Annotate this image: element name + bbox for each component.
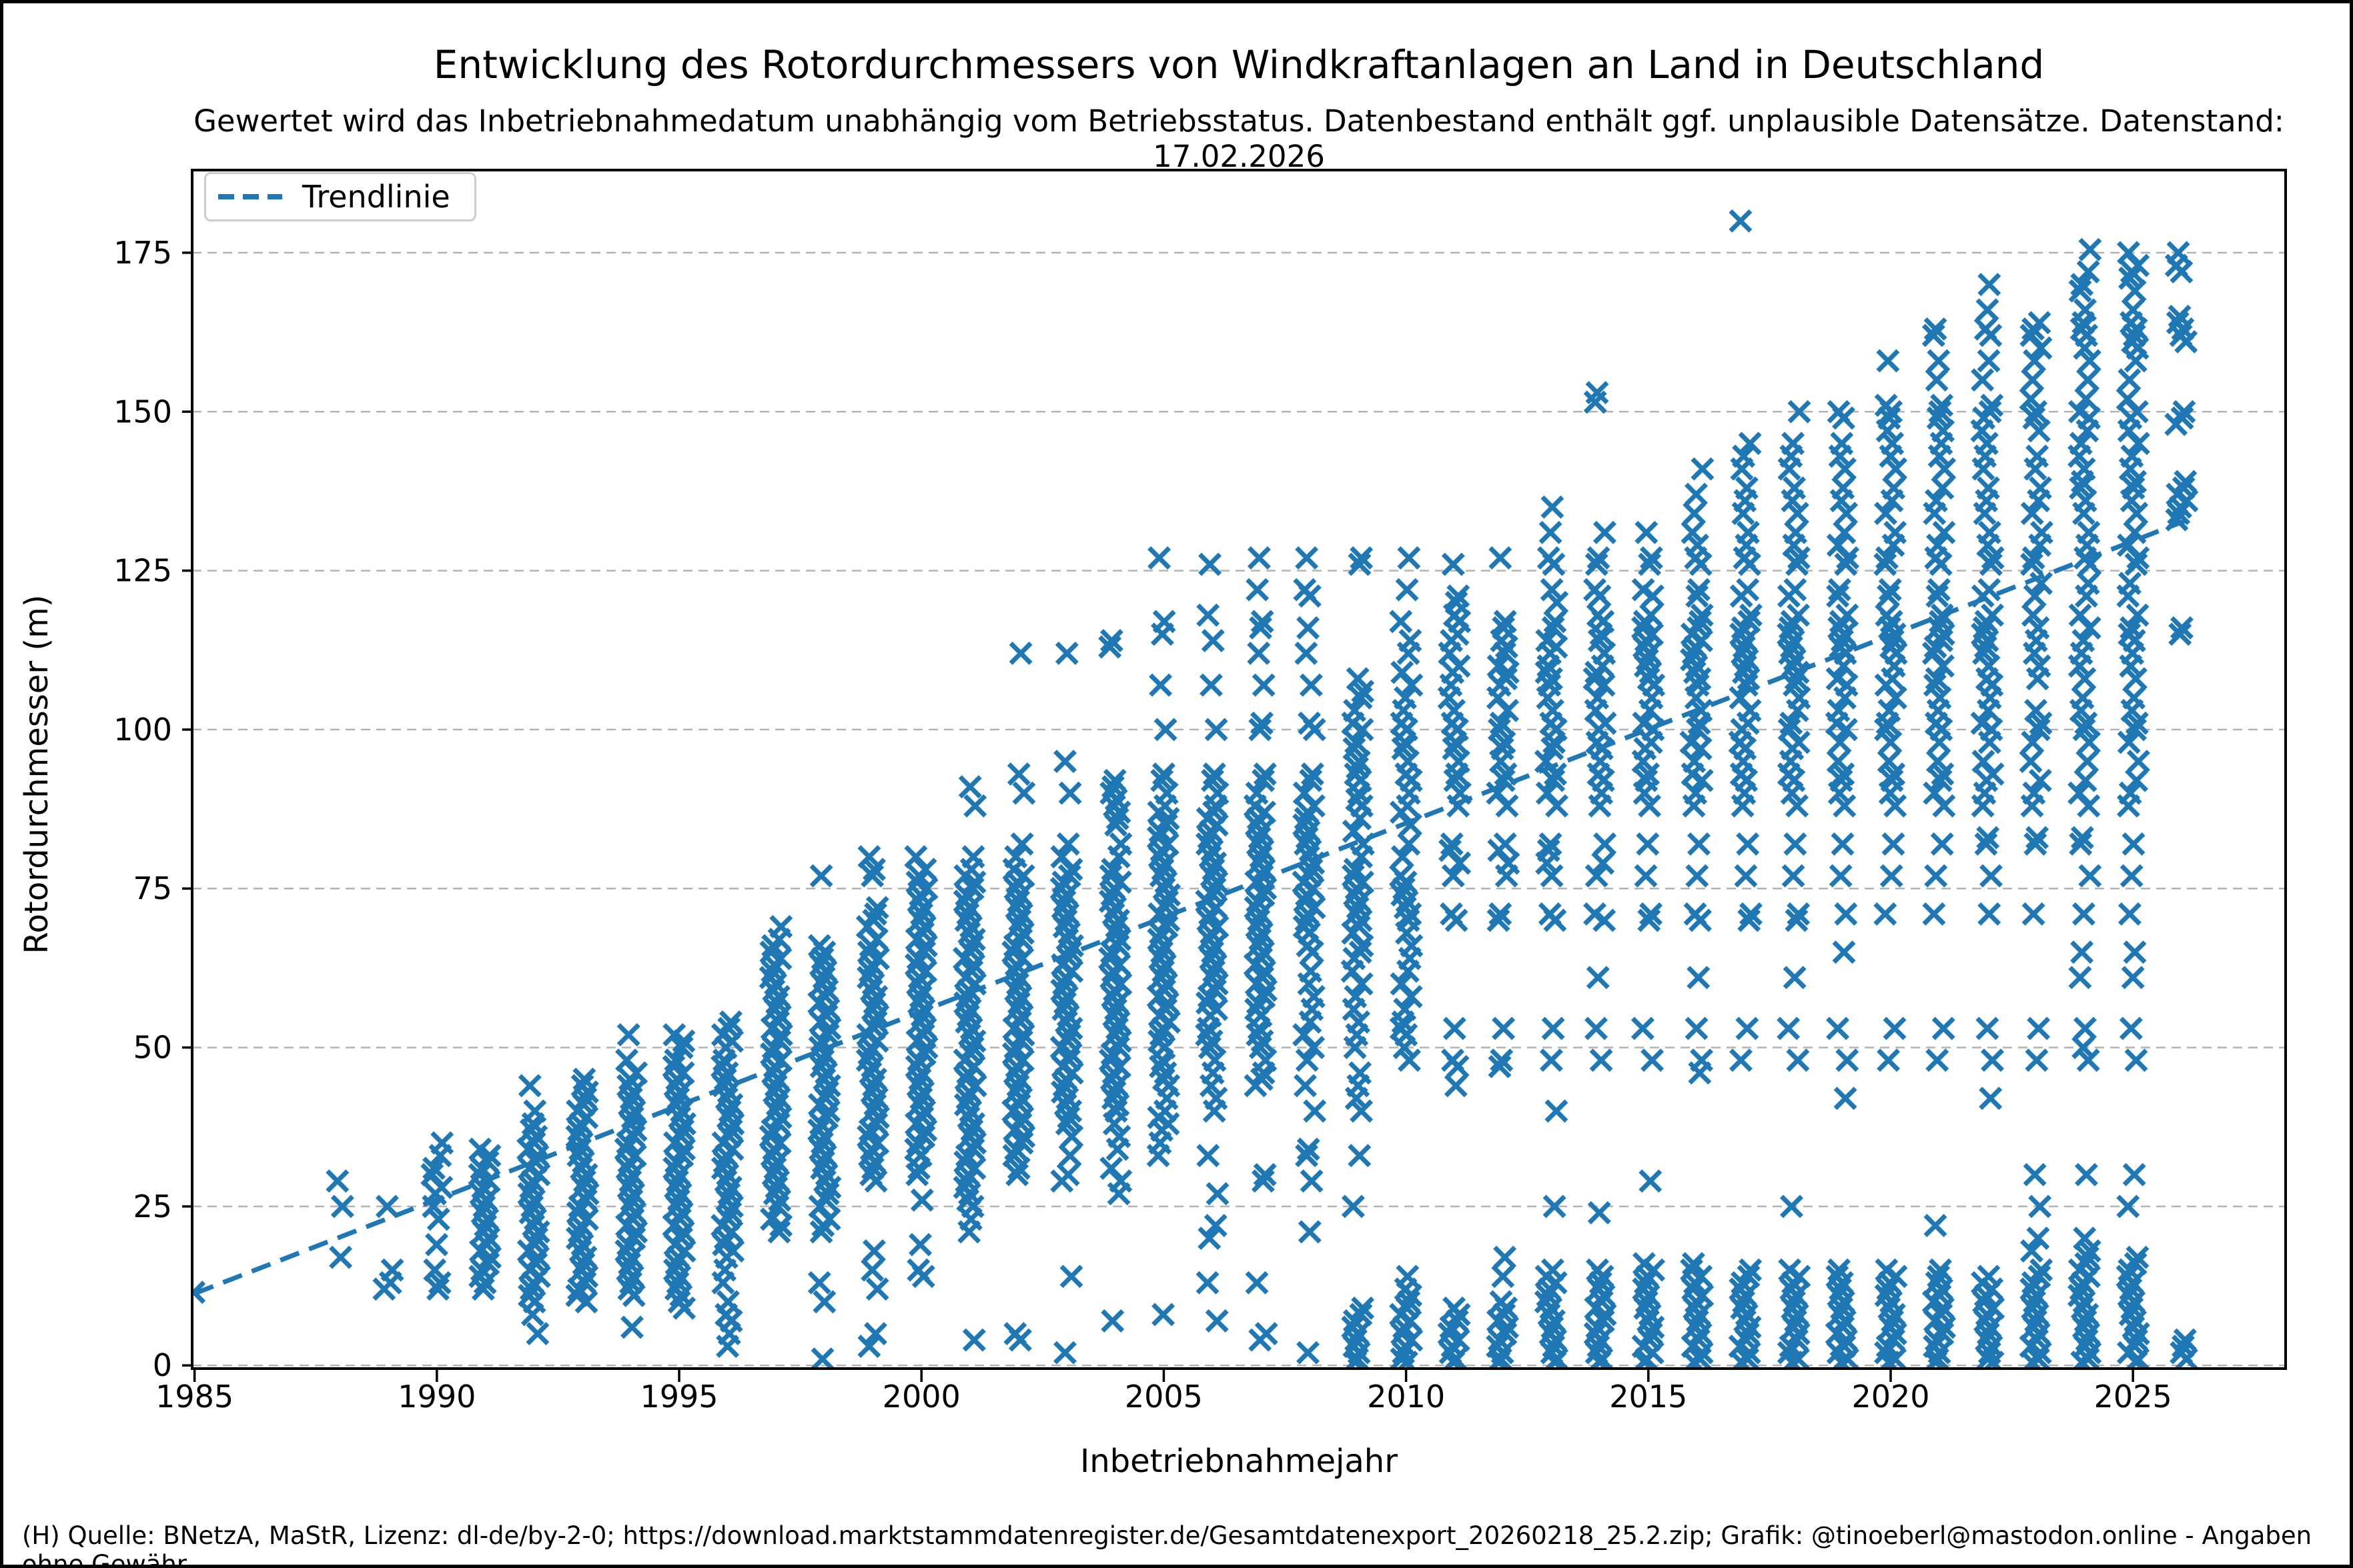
chart-subtitle: Gewertet wird das Inbetriebnahmedatum un… — [193, 103, 2284, 174]
scatter-markers — [192, 209, 2199, 1369]
legend-label: Trendlinie — [302, 179, 450, 215]
x-tick-label: 2000 — [883, 1379, 961, 1415]
plot-frame — [191, 169, 2287, 1370]
y-tick-label: 50 — [133, 1030, 172, 1066]
x-tick-label: 2015 — [1609, 1379, 1687, 1415]
x-tick-label: 1985 — [155, 1379, 233, 1415]
y-tick-label: 100 — [113, 712, 172, 748]
y-tick-label: 25 — [133, 1189, 172, 1225]
legend-box: Trendlinie — [204, 172, 476, 221]
y-tick-label: 0 — [153, 1347, 172, 1383]
x-tick-label: 2020 — [1851, 1379, 1929, 1415]
trendline-dash-icon — [218, 194, 282, 199]
scatter-plot-canvas: 1985 1990 1995 2000 2005 2010 2015 2020 2025 0 25 5… — [113, 169, 2287, 1415]
x-tick-label: 2005 — [1125, 1379, 1203, 1415]
y-tick-label: 125 — [113, 553, 172, 589]
y-tick-label: 150 — [113, 394, 172, 430]
y-axis-label: Rotordurchmesser (m) — [18, 594, 55, 954]
y-tick-label: 75 — [133, 870, 172, 906]
trendline — [193, 514, 2197, 1296]
x-tick-label: 2010 — [1367, 1379, 1445, 1415]
y-tick-label: 175 — [113, 235, 172, 271]
footer-credit: (H) Quelle: BNetzA, MaStR, Lizenz: dl-de… — [22, 1521, 2312, 1568]
x-axis-label: Inbetriebnahmejahr — [1080, 1443, 1398, 1480]
x-tick-label: 1990 — [398, 1379, 476, 1415]
chart-title: Entwicklung des Rotordurchmessers von Wi… — [433, 42, 2045, 87]
x-tick-label: 2025 — [2094, 1379, 2172, 1415]
x-tick-label: 1995 — [640, 1379, 718, 1415]
